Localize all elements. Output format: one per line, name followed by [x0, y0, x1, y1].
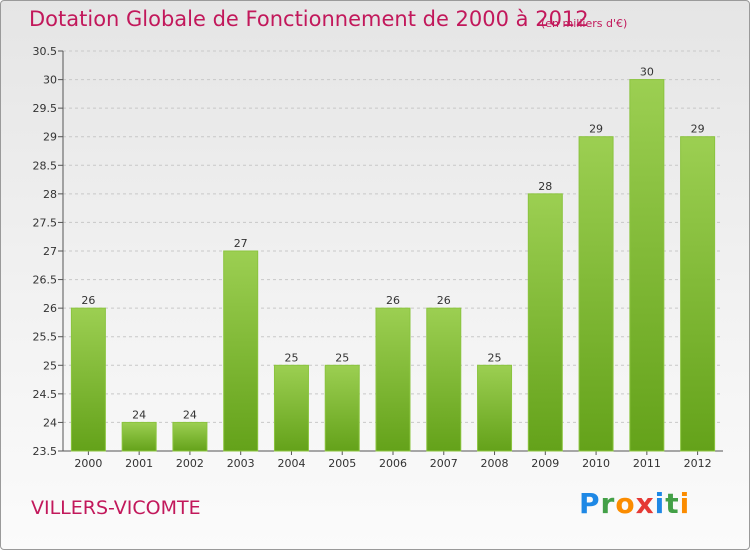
x-tick-label: 2000 — [74, 457, 102, 470]
y-tick-label: 28 — [43, 188, 57, 201]
x-tick-label: 2006 — [379, 457, 407, 470]
y-tick-label: 24 — [43, 416, 57, 429]
logo-letter: i — [654, 487, 666, 520]
data-label: 25 — [488, 351, 502, 364]
logo-letter: x — [635, 487, 655, 520]
bar-2007 — [426, 307, 462, 452]
bar-2010 — [578, 136, 614, 452]
bar-2004 — [273, 364, 309, 452]
y-tick-label: 25.5 — [33, 331, 58, 344]
bar-2000 — [70, 307, 106, 452]
data-label: 26 — [437, 294, 451, 307]
chart-title: Dotation Globale de Fonctionnement de 20… — [29, 7, 589, 31]
bar-2005 — [324, 364, 360, 452]
y-tick-label: 29.5 — [33, 102, 58, 115]
x-tick-label: 2003 — [227, 457, 255, 470]
y-tick-label: 26.5 — [33, 274, 58, 287]
y-tick-label: 26 — [43, 302, 57, 315]
bar-2003 — [223, 250, 259, 452]
bar-2008 — [477, 364, 513, 452]
y-tick-label: 23.5 — [33, 445, 58, 458]
logo-letter: t — [665, 487, 680, 520]
commune-name: VILLERS-VICOMTE — [31, 497, 201, 519]
x-tick-label: 2008 — [481, 457, 509, 470]
x-tick-label: 2005 — [328, 457, 356, 470]
bar-2001 — [121, 421, 157, 452]
data-label: 28 — [538, 180, 552, 193]
data-label: 25 — [284, 351, 298, 364]
x-tick-label: 2002 — [176, 457, 204, 470]
x-tick-label: 2004 — [277, 457, 305, 470]
logo-letter: P — [579, 487, 601, 520]
bar-2012 — [680, 136, 716, 452]
logo-letter: r — [600, 487, 616, 520]
unit-label: (en milliers d'€) — [541, 17, 628, 30]
bar-2009 — [527, 193, 563, 452]
data-label: 29 — [589, 123, 603, 136]
x-tick-label: 2010 — [582, 457, 610, 470]
y-tick-label: 29 — [43, 131, 57, 144]
y-tick-label: 25 — [43, 359, 57, 372]
x-tick-label: 2012 — [684, 457, 712, 470]
x-tick-label: 2001 — [125, 457, 153, 470]
data-labels: 26 24 24 27 25 25 26 26 25 28 29 30 29 — [81, 66, 704, 422]
x-tick-label: 2009 — [531, 457, 559, 470]
bar-2006 — [375, 307, 411, 452]
y-tick-label: 30 — [43, 74, 57, 87]
data-label: 27 — [234, 237, 248, 250]
y-tick-label: 28.5 — [33, 159, 58, 172]
data-label: 26 — [81, 294, 95, 307]
logo-letter: i — [679, 487, 691, 520]
data-label: 29 — [691, 123, 705, 136]
data-label: 24 — [183, 408, 197, 421]
bar-2011 — [629, 79, 665, 452]
bars — [70, 79, 716, 452]
data-label: 30 — [640, 66, 654, 79]
logo-letter: o — [615, 487, 636, 520]
y-tick-label: 27 — [43, 245, 57, 258]
proxiti-logo: Proxiti — [579, 487, 690, 520]
bar-2002 — [172, 421, 208, 452]
bar-chart: 23.5 24 24.5 25 25.5 26 26.5 27 27.5 28 28.5 29 29.5… — [33, 45, 723, 470]
data-label: 25 — [335, 351, 349, 364]
x-tick-label: 2011 — [633, 457, 661, 470]
x-tick-label: 2007 — [430, 457, 458, 470]
data-label: 26 — [386, 294, 400, 307]
y-tick-label: 30.5 — [33, 45, 58, 58]
data-label: 24 — [132, 408, 146, 421]
y-tick-label: 24.5 — [33, 388, 58, 401]
y-tick-label: 27.5 — [33, 216, 58, 229]
